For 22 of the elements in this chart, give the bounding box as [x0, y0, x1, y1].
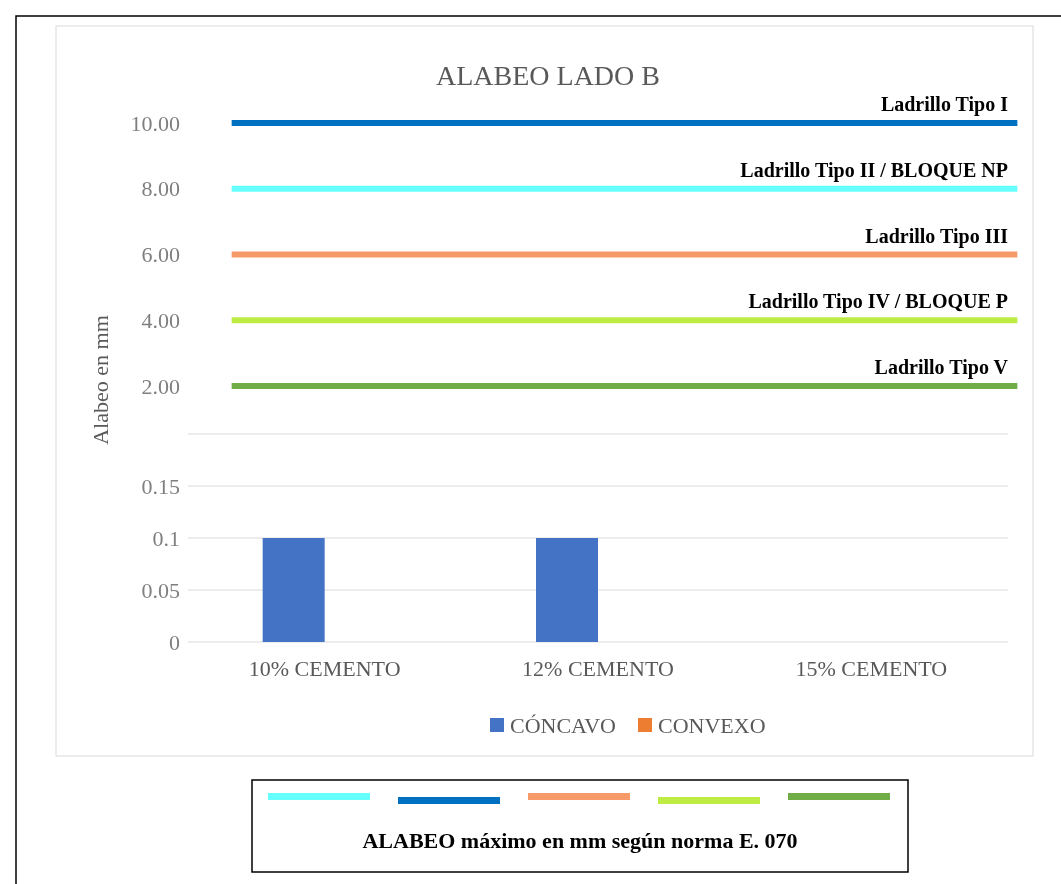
y-axis-title: Alabeo en mm: [88, 315, 113, 445]
y-tick-label: 8.00: [141, 176, 180, 202]
series-label: Ladrillo Tipo IV / BLOQUE P: [748, 290, 1008, 314]
legend-label: CÓNCAVO: [510, 712, 616, 738]
series-label: Ladrillo Tipo II / BLOQUE NP: [740, 158, 1008, 182]
chart-title: ALABEO LADO B: [436, 60, 660, 91]
y-tick-label: 6.00: [141, 242, 180, 268]
series-label: Ladrillo Tipo III: [865, 224, 1009, 248]
y-tick-label: 0.05: [141, 577, 180, 603]
y-tick-label: 4.00: [141, 307, 180, 333]
series-label: Ladrillo Tipo V: [874, 356, 1009, 379]
y-tick-label: 10.00: [130, 110, 180, 136]
y-tick-label: 0: [169, 629, 180, 655]
x-tick-label: 10% CEMENTO: [248, 656, 401, 681]
y-tick-label: 0.15: [141, 473, 180, 499]
legend-label: CONVEXO: [658, 712, 766, 738]
series-label: Ladrillo Tipo I: [880, 93, 1009, 116]
y-tick-label: 2.00: [141, 373, 180, 399]
text: ALABEO máximo en mm según norma E. 070: [362, 828, 798, 853]
y-tick-label: 0.1: [152, 525, 180, 551]
x-tick-label: 12% CEMENTO: [522, 656, 674, 681]
x-tick-label: 15% CEMENTO: [795, 656, 948, 681]
